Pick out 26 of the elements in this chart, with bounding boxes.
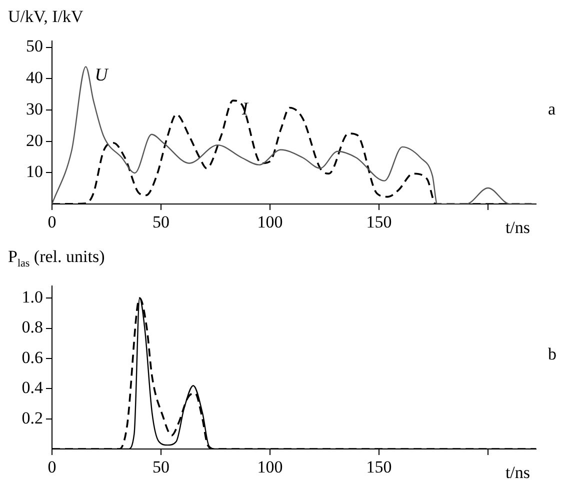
y-tick-label: 0.8 bbox=[22, 318, 43, 337]
text: a bbox=[548, 99, 556, 118]
y-tick-label: 0.6 bbox=[22, 348, 43, 367]
y-tick-label: 10 bbox=[26, 162, 43, 182]
x-tick-label: 150 bbox=[366, 458, 392, 477]
x-axis-title: t/ns bbox=[505, 463, 530, 481]
y-axis-title: U/kV, I/kV bbox=[8, 7, 84, 26]
x-tick-label: 100 bbox=[257, 212, 283, 232]
x-axis-title: t/ns bbox=[505, 218, 530, 237]
x-tick-label: 0 bbox=[48, 212, 56, 232]
line-series bbox=[52, 66, 532, 204]
x-tick-label: 50 bbox=[152, 458, 170, 477]
y-tick-label: 30 bbox=[26, 99, 43, 118]
y-tick-label: 0.2 bbox=[22, 408, 43, 428]
series-label: U bbox=[94, 64, 109, 85]
x-tick-label: 100 bbox=[257, 458, 283, 477]
y-tick-label: 20 bbox=[26, 130, 43, 150]
x-tick-label: 0 bbox=[48, 458, 56, 477]
y-tick-label: 50 bbox=[26, 36, 43, 56]
x-tick-label: 150 bbox=[366, 212, 392, 232]
text: b bbox=[548, 344, 556, 364]
y-tick-label: 40 bbox=[26, 68, 43, 88]
y-tick-label: 0.4 bbox=[22, 378, 44, 398]
series-label: I bbox=[240, 98, 249, 119]
y-tick-label: 1.0 bbox=[22, 288, 43, 307]
x-tick-label: 50 bbox=[152, 212, 170, 232]
